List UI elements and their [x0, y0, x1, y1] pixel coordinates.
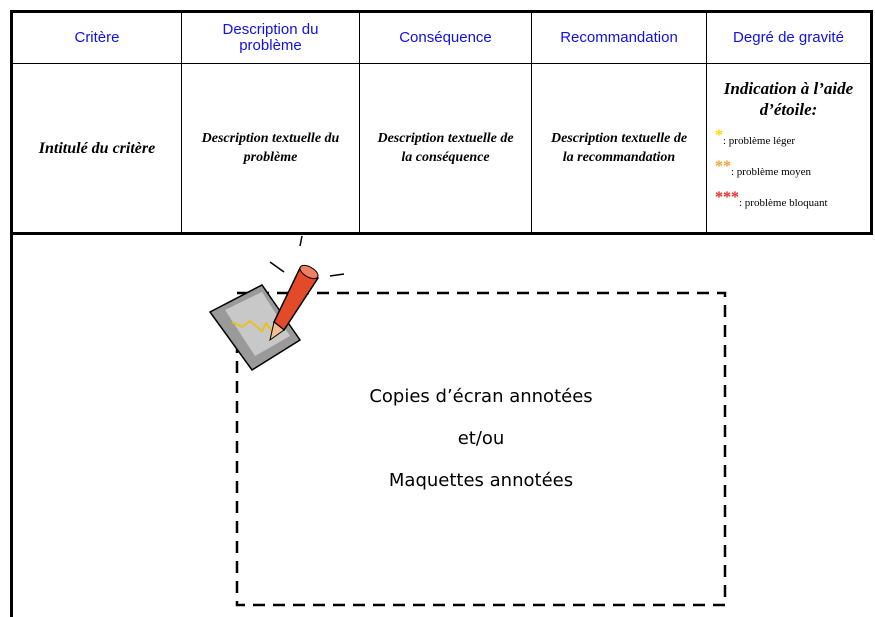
evaluation-table: Critère Description du problème Conséque… [10, 10, 873, 235]
header: Recommandation [531, 10, 707, 64]
stars: *** [715, 188, 739, 206]
header: Degré de gravité [706, 10, 873, 64]
annotation-line: Maquettes annotées [388, 470, 574, 491]
pencil-clipart [208, 235, 345, 372]
header: Critère [10, 10, 182, 64]
cell: Description textuelle de la conséquence [359, 63, 532, 235]
severity-level: *: problème léger [713, 126, 864, 151]
header-row: Critère Description du problème Conséque… [10, 10, 873, 64]
header: Description du problème [181, 10, 360, 64]
severity-level: ***: problème bloquant [713, 188, 864, 213]
level-label: : problème bloquant [739, 196, 828, 209]
level-label: : problème moyen [731, 165, 812, 178]
stars: * [715, 126, 723, 144]
stars: ** [715, 157, 731, 175]
level-label: : problème léger [723, 134, 796, 147]
body-row: Intitulé du critère Description textuell… [10, 63, 873, 235]
annotation-line: Copies d’écran annotées [369, 386, 593, 407]
dashed-box [235, 291, 727, 607]
cell: Description textuelle du problème [181, 63, 360, 235]
severity-title: Indication à l’aide d’étoile: [723, 78, 854, 119]
annotation-line: et/ou [457, 428, 505, 449]
cell: Intitulé du critère [10, 63, 182, 235]
header: Conséquence [359, 10, 532, 64]
severity-cell: Indication à l’aide d’étoile: *: problèm… [706, 63, 873, 235]
severity-level: **: problème moyen [713, 157, 864, 182]
cell: Description textuelle de la recommandati… [531, 63, 707, 235]
